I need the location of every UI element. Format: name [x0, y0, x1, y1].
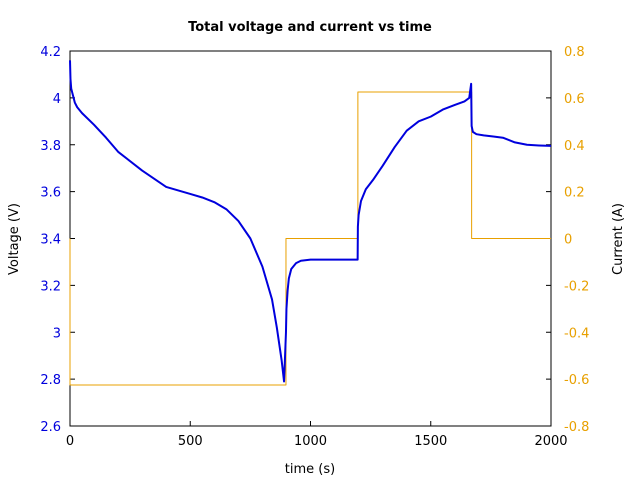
y-right-tick-label: -0.8 [564, 420, 589, 435]
y-right-tick-label: 0.2 [564, 186, 585, 201]
y-right-tick-label: 0 [564, 233, 572, 248]
y-right-tick-label: -0.2 [564, 279, 589, 294]
ticks: 0 500 1000 1500 2000 2.6 2.8 3 3.2 3.4 3.6 3.8 4 4.2 -… [40, 45, 589, 449]
current-series-line [69, 91, 551, 386]
y-left-tick-label: 2.6 [40, 420, 61, 435]
y-left-tick-label: 3 [53, 326, 61, 341]
y-right-tick-label: -0.4 [564, 326, 589, 341]
y-left-tick-label: 4.2 [40, 45, 61, 60]
y-right-tick-label: -0.6 [564, 373, 589, 388]
x-tick-label: 1500 [414, 434, 447, 449]
y-right-tick-label: 0.4 [564, 139, 585, 154]
x-tick-label: 500 [178, 434, 203, 449]
series-layer [69, 60, 552, 386]
y-left-tick-label: 2.8 [40, 373, 61, 388]
y-right-tick-label: 0.6 [564, 92, 585, 107]
y-right-tick-label: 0.8 [564, 45, 585, 60]
y-left-tick-label: 3.4 [40, 233, 61, 248]
x-tick-label: 0 [66, 434, 74, 449]
y-axis-left-label: Voltage (V) [7, 203, 22, 275]
voltage-series-line [69, 60, 552, 383]
y-left-tick-label: 3.6 [40, 186, 61, 201]
y-axis-right-label: Current (A) [611, 203, 626, 275]
x-tick-label: 1000 [294, 434, 327, 449]
x-axis-label: time (s) [285, 462, 335, 477]
y-left-tick-label: 4 [53, 92, 61, 107]
x-tick-label: 2000 [534, 434, 567, 449]
y-left-tick-label: 3.2 [40, 279, 61, 294]
y-left-tick-label: 3.8 [40, 139, 61, 154]
chart-title: Total voltage and current vs time [188, 20, 432, 35]
